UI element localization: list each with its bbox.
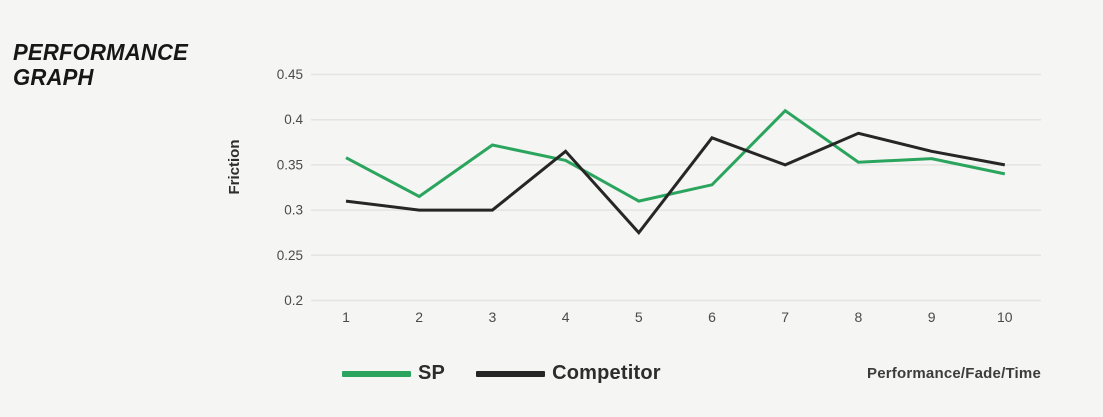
y-tick-label: 0.3 bbox=[284, 203, 303, 218]
x-tick-label: 8 bbox=[855, 309, 863, 325]
x-tick-label: 9 bbox=[928, 309, 936, 325]
page-title-line-2: GRAPH bbox=[13, 64, 94, 90]
y-axis-tick-labels: 0.45 0.4 0.35 0.3 0.25 0.2 bbox=[277, 67, 304, 308]
y-tick-label: 0.2 bbox=[284, 293, 303, 308]
legend-label-sp: SP bbox=[418, 362, 446, 384]
page-title: PERFORMANCE GRAPH bbox=[13, 40, 188, 90]
x-tick-label: 10 bbox=[997, 309, 1013, 325]
x-tick-label: 7 bbox=[781, 309, 789, 325]
x-tick-label: 2 bbox=[415, 309, 423, 325]
friction-line-chart: 0.45 0.4 0.35 0.3 0.25 0.2 1 2 3 4 5 6 7 8 9 10 Fricti… bbox=[226, 67, 1041, 325]
series-lines bbox=[345, 108, 1006, 236]
x-axis-tick-labels: 1 2 3 4 5 6 7 8 9 10 bbox=[342, 309, 1013, 325]
x-tick-label: 3 bbox=[489, 309, 497, 325]
gridlines bbox=[311, 73, 1041, 302]
legend-item-sp: SP bbox=[342, 362, 445, 385]
series-line-sp bbox=[345, 108, 1006, 203]
x-tick-label: 5 bbox=[635, 309, 643, 325]
x-axis-note: Performance/Fade/Time bbox=[867, 365, 1041, 382]
series-line-competitor bbox=[345, 131, 1006, 236]
x-tick-label: 4 bbox=[562, 309, 570, 325]
chart-legend: SP Competitor bbox=[342, 362, 661, 385]
y-tick-label: 0.25 bbox=[277, 248, 303, 263]
y-tick-label: 0.4 bbox=[284, 112, 303, 127]
page-title-line-1: PERFORMANCE bbox=[13, 39, 189, 65]
x-tick-label: 1 bbox=[342, 309, 350, 325]
y-tick-label: 0.35 bbox=[277, 157, 303, 172]
sp-line-swatch bbox=[342, 370, 411, 377]
legend-label-competitor: Competitor bbox=[552, 362, 661, 384]
y-tick-label: 0.45 bbox=[277, 67, 303, 82]
x-tick-label: 6 bbox=[708, 309, 716, 325]
competitor-line-swatch bbox=[476, 370, 546, 377]
y-axis-title: Friction bbox=[226, 140, 243, 195]
legend-item-competitor: Competitor bbox=[476, 362, 661, 385]
